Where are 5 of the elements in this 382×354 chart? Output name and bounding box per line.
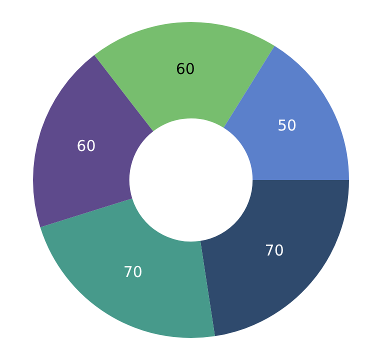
data-label: 60 [176, 60, 195, 78]
data-label: 70 [264, 241, 284, 260]
data-label: 70 [123, 263, 142, 282]
data-label: 50 [277, 116, 297, 135]
data-label: 60 [76, 137, 96, 156]
